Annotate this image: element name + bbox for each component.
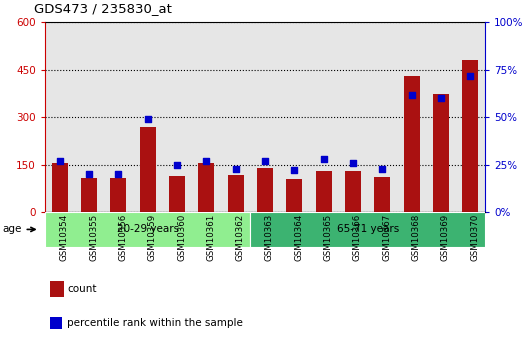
Text: GSM10367: GSM10367 (382, 214, 391, 261)
Bar (368, 22, 397, 212)
Bar (51, 163, 68, 212)
Bar (397, 22, 426, 212)
Bar (250, 22, 280, 212)
Point (378, 166, 386, 171)
Text: age: age (2, 225, 35, 234)
Text: 65-71 years: 65-71 years (337, 225, 399, 234)
Point (320, 156, 328, 162)
Text: GSM10354: GSM10354 (60, 214, 69, 261)
Point (144, 116, 152, 122)
Bar (309, 22, 338, 212)
Bar (192, 22, 221, 212)
Bar (315, 171, 332, 212)
Text: GSM10369: GSM10369 (441, 214, 450, 261)
Text: count: count (67, 284, 97, 294)
Bar (374, 177, 391, 212)
Text: GSM10368: GSM10368 (412, 214, 421, 261)
Bar (81, 178, 97, 212)
Point (85, 171, 93, 177)
Bar (169, 176, 185, 212)
Point (232, 166, 240, 171)
Bar (227, 175, 244, 212)
Text: GDS473 / 235830_at: GDS473 / 235830_at (34, 2, 172, 16)
Bar (221, 22, 250, 212)
Point (349, 160, 357, 166)
Text: GSM10364: GSM10364 (294, 214, 303, 261)
Bar (162, 22, 192, 212)
Bar (462, 60, 479, 212)
Bar (257, 168, 273, 212)
Point (437, 96, 445, 101)
Point (466, 73, 474, 78)
Point (290, 168, 298, 173)
Text: GSM10360: GSM10360 (177, 214, 186, 261)
Bar (456, 22, 485, 212)
Text: GSM10361: GSM10361 (206, 214, 215, 261)
Point (408, 92, 416, 97)
Bar (74, 22, 104, 212)
Bar (250, 212, 485, 247)
Text: GSM10363: GSM10363 (265, 214, 274, 261)
Text: GSM10362: GSM10362 (236, 214, 245, 261)
Point (202, 158, 210, 164)
Bar (104, 22, 133, 212)
Point (261, 158, 269, 164)
Text: GSM10366: GSM10366 (353, 214, 362, 261)
Bar (433, 93, 449, 212)
Bar (139, 127, 156, 212)
Text: 20-29 years: 20-29 years (117, 225, 179, 234)
Point (173, 162, 181, 167)
Bar (426, 22, 456, 212)
Text: GSM10365: GSM10365 (324, 214, 333, 261)
Text: GSM10370: GSM10370 (470, 214, 479, 261)
Bar (403, 76, 420, 212)
Text: GSM10356: GSM10356 (118, 214, 127, 261)
Text: GSM10359: GSM10359 (148, 214, 157, 261)
Text: percentile rank within the sample: percentile rank within the sample (67, 318, 243, 328)
Bar (338, 22, 368, 212)
Bar (110, 178, 127, 212)
Point (56, 158, 64, 164)
Bar (45, 212, 250, 247)
Bar (345, 171, 361, 212)
Bar (286, 179, 303, 212)
Bar (280, 22, 309, 212)
Bar (45, 22, 74, 212)
Bar (198, 163, 215, 212)
Text: GSM10355: GSM10355 (89, 214, 98, 261)
Point (114, 171, 122, 177)
Bar (133, 22, 162, 212)
